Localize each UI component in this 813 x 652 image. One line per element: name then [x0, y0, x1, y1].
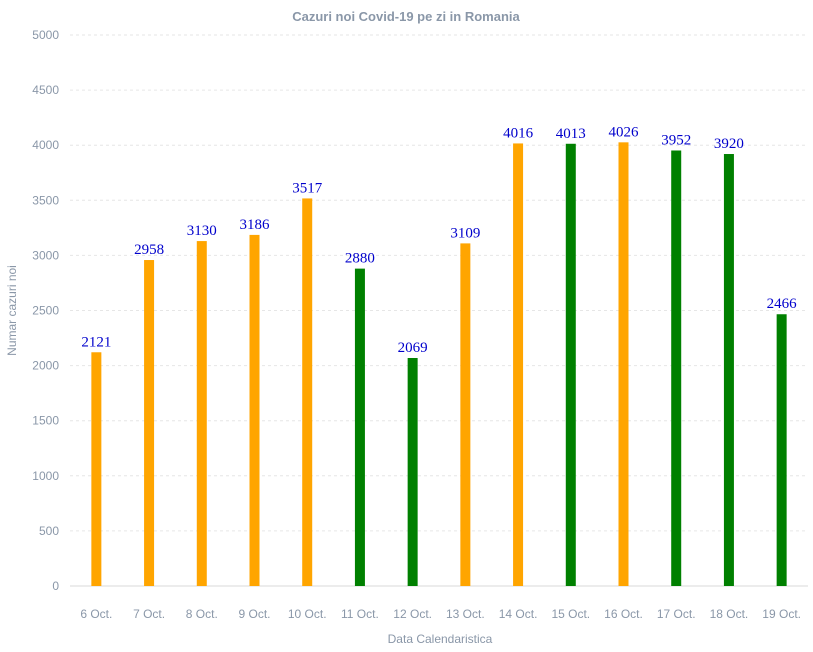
x-tick-label: 10 Oct.: [288, 607, 327, 621]
bar-value-label: 3920: [714, 136, 744, 152]
bar-value-label: 2069: [398, 340, 428, 356]
bar: [249, 234, 260, 586]
y-tick-label: 5000: [32, 28, 59, 42]
y-tick-label: 3500: [32, 193, 59, 207]
grid: [70, 34, 808, 587]
bar-value-label: 2466: [767, 296, 798, 312]
x-tick-label: 19 Oct.: [762, 607, 801, 621]
y-tick-label: 4000: [32, 138, 59, 152]
x-tick-label: 17 Oct.: [657, 607, 696, 621]
y-tick-label: 2000: [32, 359, 59, 373]
y-axis-ticks: 0 500 1000 1500 2000 2500 3000 3500 4000 4500 5000: [32, 28, 59, 593]
y-tick-label: 4500: [32, 83, 59, 97]
x-tick-label: 18 Oct.: [710, 607, 749, 621]
bar-value-label: 3952: [661, 132, 691, 148]
bar: [302, 198, 313, 586]
y-tick-label: 1000: [32, 469, 59, 483]
bar: [618, 142, 629, 587]
y-tick-label: 3000: [32, 248, 59, 262]
bar-value-label: 3186: [240, 217, 271, 233]
bars: [91, 142, 787, 587]
bar: [196, 241, 207, 586]
y-tick-label: 0: [52, 579, 59, 593]
y-tick-label: 500: [39, 524, 59, 538]
x-tick-label: 9 Oct.: [238, 607, 270, 621]
x-tick-label: 7 Oct.: [133, 607, 165, 621]
x-tick-label: 6 Oct.: [80, 607, 112, 621]
x-tick-label: 12 Oct.: [393, 607, 432, 621]
x-tick-label: 14 Oct.: [499, 607, 538, 621]
bar: [144, 260, 155, 586]
bar-value-label: 2121: [81, 334, 111, 350]
x-tick-label: 16 Oct.: [604, 607, 643, 621]
y-tick-label: 1500: [32, 414, 59, 428]
bar-value-label: 4026: [609, 124, 640, 140]
x-tick-label: 15 Oct.: [551, 607, 590, 621]
bar: [723, 154, 734, 587]
bar: [776, 314, 787, 586]
x-axis-title: Data Calendaristica: [388, 632, 493, 646]
bar-value-label: 3517: [292, 180, 323, 196]
x-tick-label: 11 Oct.: [341, 607, 379, 621]
x-tick-label: 13 Oct.: [446, 607, 485, 621]
bar-value-label: 4016: [503, 125, 534, 141]
bar-value-label: 2958: [134, 242, 164, 258]
x-axis-ticks: 6 Oct. 7 Oct. 8 Oct. 9 Oct. 10 Oct. 11 Oct. 12…: [80, 607, 801, 621]
bar: [513, 143, 524, 586]
bar-value-label: 2880: [345, 251, 375, 267]
bar: [354, 268, 365, 586]
bar: [565, 143, 576, 586]
data-labels: 2121 2958 3130 3186 3517 2880 2069 3109 4016 4013…: [81, 124, 797, 356]
chart-title: Cazuri noi Covid-19 pe zi in Romania: [292, 9, 520, 24]
bar: [407, 357, 418, 586]
y-tick-label: 2500: [32, 304, 59, 318]
bar: [671, 150, 682, 586]
bar: [460, 243, 471, 587]
bar-value-label: 3109: [450, 225, 480, 241]
y-axis-title: Numar cazuri noi: [5, 265, 19, 356]
x-tick-label: 8 Oct.: [186, 607, 218, 621]
bar-value-label: 3130: [187, 223, 217, 239]
bar-value-label: 4013: [556, 126, 586, 142]
bar: [91, 352, 102, 586]
